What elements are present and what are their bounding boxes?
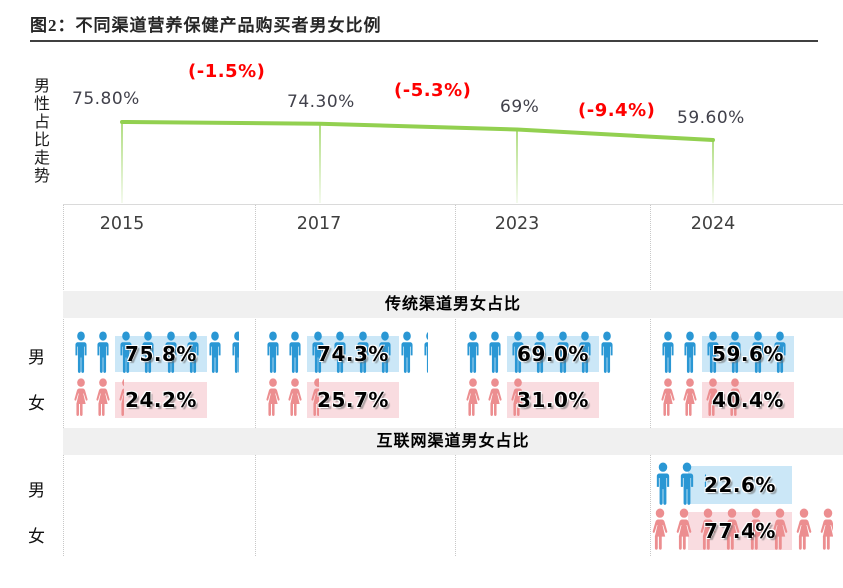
row-label-female-internet: 女	[28, 527, 45, 546]
percent-label: 25.7%	[317, 388, 389, 412]
year-label-2017: 2017	[296, 214, 342, 234]
female-person-icon	[722, 508, 742, 552]
male-person-icon	[94, 331, 112, 374]
male-person-icon	[72, 331, 90, 374]
female-person-icon-partial	[117, 378, 125, 418]
percent-label: 24.2%	[125, 388, 197, 412]
column-divider-2	[255, 205, 256, 556]
male-person-icon	[264, 331, 282, 374]
male-person-icon	[184, 331, 202, 374]
male-person-icon	[162, 331, 180, 374]
section-header-internet-text: 互联网渠道男女占比	[376, 433, 530, 450]
trend-value-2023: 69%	[500, 97, 540, 117]
column-divider-4	[650, 205, 651, 556]
year-label-2023: 2023	[494, 214, 540, 234]
female-person-icon	[94, 378, 112, 418]
female-percent-highlight	[307, 382, 399, 418]
female-person-icon	[659, 378, 677, 418]
column-divider-3	[455, 205, 456, 556]
percent-label: 75.8%	[125, 342, 197, 366]
section-header-traditional-text: 传统渠道男女占比	[384, 296, 521, 313]
female-person-icon	[674, 508, 694, 552]
trend-delta-2: (-5.3%)	[394, 80, 472, 101]
female-person-icon	[681, 378, 699, 418]
female-person-icon	[726, 378, 744, 418]
female-person-icon	[72, 378, 90, 418]
male-person-icon-partial	[771, 331, 788, 374]
figure-title: 图2：不同渠道营养保健产品购买者男女比例	[30, 16, 382, 35]
percent-label: 77.4%	[704, 519, 776, 543]
female-percent-highlight	[702, 382, 794, 418]
male-person-icon	[286, 331, 304, 374]
male-person-icon	[531, 331, 549, 374]
female-person-icon	[486, 378, 504, 418]
male-person-icon-partial	[701, 462, 707, 506]
male-person-icon	[749, 331, 767, 374]
male-person-icon	[677, 462, 697, 506]
female-person-icon	[770, 508, 790, 552]
trend-value-2015: 75.80%	[72, 89, 140, 109]
row-label-male-traditional: 男	[28, 348, 45, 367]
female-person-icon	[509, 378, 527, 418]
trend-value-2024: 59.60%	[677, 108, 745, 128]
male-person-icon	[117, 331, 135, 374]
female-person-icon	[746, 508, 766, 552]
female-percent-highlight	[507, 382, 599, 418]
table-top-border	[63, 204, 843, 205]
row-label-female-traditional: 女	[28, 394, 45, 413]
male-person-icon	[139, 331, 157, 374]
female-person-icon-partial	[309, 378, 320, 418]
male-person-icon	[331, 331, 349, 374]
male-person-icon	[206, 331, 224, 374]
female-person-icon	[286, 378, 304, 418]
trend-value-2017: 74.30%	[287, 92, 355, 112]
male-person-icon	[554, 331, 572, 374]
male-person-icon	[653, 462, 673, 506]
female-person-icon	[650, 508, 670, 552]
percent-label: 69.0%	[517, 342, 589, 366]
column-divider-1	[63, 205, 64, 556]
male-person-icon-partial	[229, 331, 240, 374]
female-person-icon	[698, 508, 718, 552]
female-person-icon	[704, 378, 722, 418]
row-label-male-internet: 男	[28, 481, 45, 500]
male-person-icon	[486, 331, 504, 374]
male-person-icon	[704, 331, 722, 374]
male-person-icon	[659, 331, 677, 374]
male-person-icon	[509, 331, 527, 374]
female-person-icon	[264, 378, 282, 418]
male-person-icon	[309, 331, 327, 374]
title-underline	[30, 40, 818, 42]
trend-delta-3: (-9.4%)	[578, 100, 656, 121]
trend-delta-1: (-1.5%)	[188, 61, 266, 82]
female-percent-highlight	[115, 382, 207, 418]
percent-label: 74.3%	[317, 342, 389, 366]
section-header-traditional: 传统渠道男女占比	[63, 291, 843, 318]
female-person-icon	[464, 378, 482, 418]
male-person-icon	[576, 331, 594, 374]
male-person-icon	[376, 331, 394, 374]
male-person-icon	[398, 331, 416, 374]
male-person-icon	[354, 331, 372, 374]
male-person-icon-partial	[598, 331, 614, 374]
female-person-icon-partial	[818, 508, 833, 552]
year-label-2015: 2015	[99, 214, 145, 234]
male-person-icon	[726, 331, 744, 374]
percent-label: 31.0%	[517, 388, 589, 412]
percent-label: 59.6%	[712, 342, 784, 366]
percent-label: 22.6%	[704, 473, 776, 497]
male-person-icon-partial	[421, 331, 429, 374]
male-person-icon	[681, 331, 699, 374]
year-label-2024: 2024	[690, 214, 736, 234]
male-person-icon	[464, 331, 482, 374]
percent-label: 40.4%	[712, 388, 784, 412]
trend-axis-label: 男性占比走势	[31, 77, 48, 185]
female-person-icon	[794, 508, 814, 552]
section-header-internet: 互联网渠道男女占比	[63, 428, 843, 455]
